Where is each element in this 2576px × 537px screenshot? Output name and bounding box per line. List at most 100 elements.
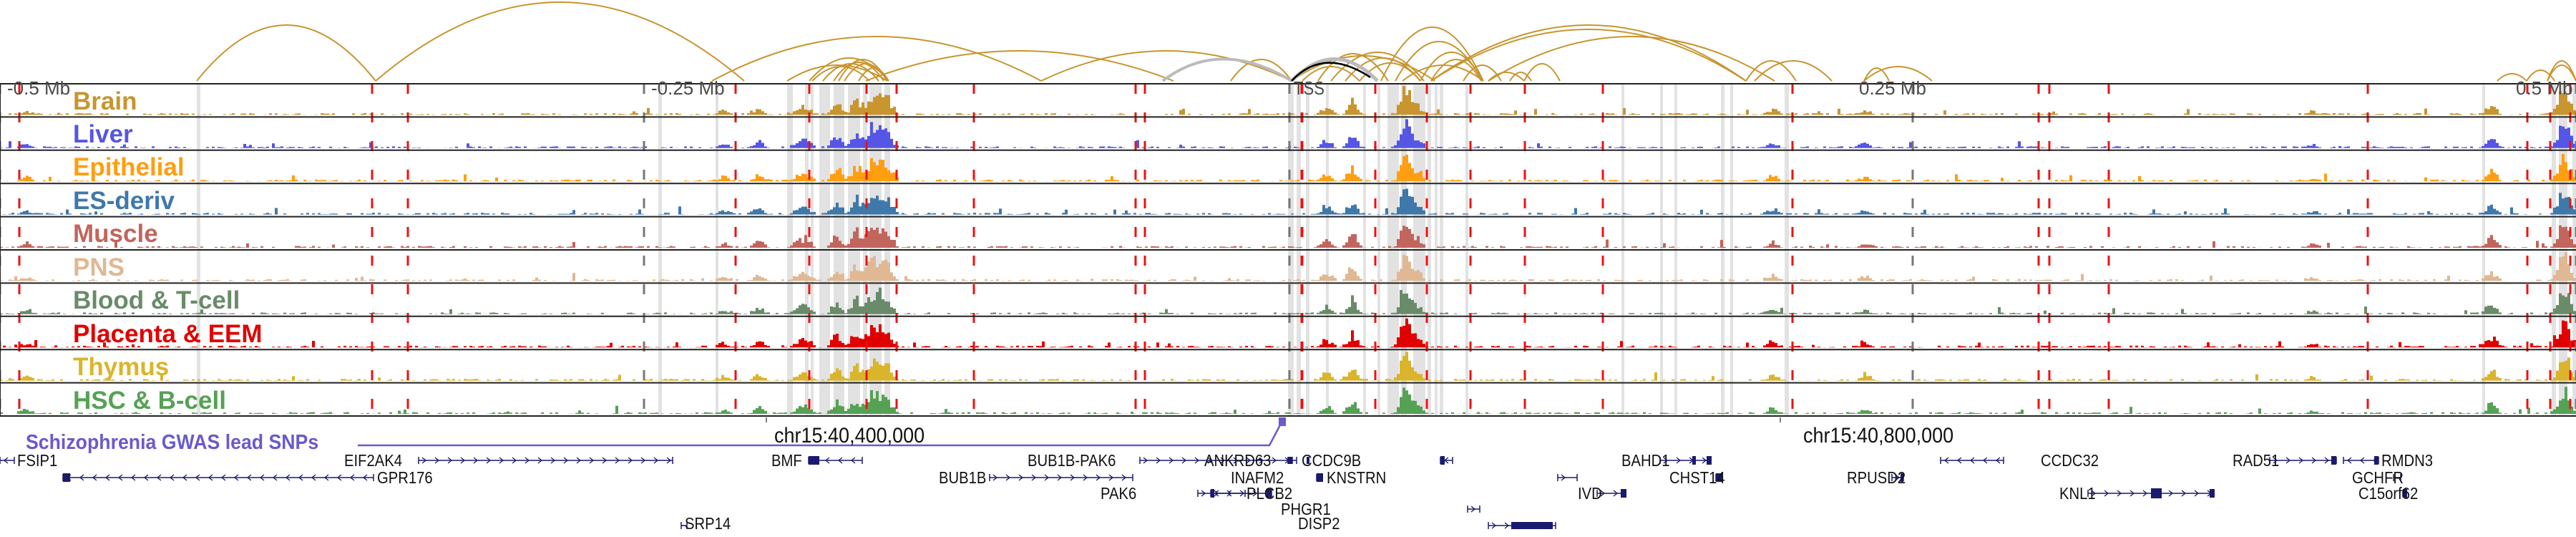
gene-model xyxy=(0,457,15,464)
strand-arrow xyxy=(2117,490,2122,497)
strand-arrow xyxy=(576,457,582,464)
gene-label-bub1b[interactable]: BUB1B xyxy=(939,468,987,487)
strand-arrow xyxy=(259,474,265,481)
interaction-arc xyxy=(1509,72,1532,82)
gene-label-gpr176[interactable]: GPR176 xyxy=(377,468,433,487)
strand-arrow xyxy=(615,457,620,464)
gene-label-knl1[interactable]: KNL1 xyxy=(2059,484,2096,503)
strand-arrow xyxy=(311,474,316,481)
gene-label-bmf[interactable]: BMF xyxy=(771,451,802,470)
ruler-label-40800000: chr15:40,800,000 xyxy=(1803,424,1954,448)
strand-arrow xyxy=(602,457,608,464)
signal-track-muscle xyxy=(0,225,2576,248)
interaction-arc xyxy=(1523,63,1561,82)
strand-arrow xyxy=(2311,457,2317,464)
gene-label-fsip1[interactable]: FSIP1 xyxy=(17,451,58,470)
exon xyxy=(1707,456,1712,465)
strand-arrow xyxy=(1504,522,1510,529)
strand-arrow xyxy=(1676,457,1682,464)
strand-arrow xyxy=(2129,490,2135,497)
strand-arrow xyxy=(628,457,633,464)
gene-label-disp2[interactable]: DISP2 xyxy=(1298,514,1340,533)
track-label-pns: PNS xyxy=(73,253,125,281)
gene-model xyxy=(1596,489,1626,498)
gene-model xyxy=(62,473,374,482)
signal-area xyxy=(0,188,2576,215)
snp-track xyxy=(358,417,1781,447)
strand-arrow xyxy=(1121,474,1127,481)
strand-arrow xyxy=(2346,457,2352,464)
strand-arrow xyxy=(349,474,355,481)
gene-label-phgr1[interactable]: PHGR1 xyxy=(1281,500,1331,518)
gene-label-knstrn[interactable]: KNSTRN xyxy=(1327,468,1387,487)
strand-arrow xyxy=(156,474,162,481)
gene-label-ccdc9b[interactable]: CCDC9B xyxy=(1302,451,1362,470)
exon xyxy=(1267,489,1272,498)
gene-model xyxy=(2087,488,2215,498)
exon xyxy=(1511,522,1553,529)
strand-arrow xyxy=(1561,474,1566,481)
interaction-arc xyxy=(1430,29,1747,82)
exon xyxy=(1692,456,1696,465)
gene-model xyxy=(680,522,688,529)
strand-arrow xyxy=(1083,474,1088,481)
gene-label-bub1b-pak6[interactable]: BUB1B-PAK6 xyxy=(1028,451,1116,470)
gene-model xyxy=(1659,456,1712,465)
strand-arrow xyxy=(2324,457,2330,464)
gene-label-eif2ak4[interactable]: EIF2AK4 xyxy=(344,451,403,470)
exon xyxy=(2210,489,2215,498)
gene-model xyxy=(2343,456,2379,465)
strand-arrow xyxy=(323,474,329,481)
track-label-hsc-b-cell: HSC & B-cell xyxy=(73,387,226,415)
strand-arrow xyxy=(1207,457,1213,464)
strand-arrow xyxy=(2181,490,2187,497)
strand-arrow xyxy=(537,457,543,464)
gene-label-ivd[interactable]: IVD xyxy=(1578,484,1602,503)
scale-label-0.25mb: 0.25 Mb xyxy=(1859,77,1926,99)
exon xyxy=(1317,473,1323,482)
strand-arrow xyxy=(3,457,9,464)
strand-arrow xyxy=(447,457,453,464)
gene-model xyxy=(2269,456,2337,465)
gene-label-rpusd2[interactable]: RPUSD2 xyxy=(1847,468,1906,487)
strand-arrow xyxy=(421,457,427,464)
exon xyxy=(1621,489,1626,498)
strand-arrow xyxy=(246,474,252,481)
interaction-arc xyxy=(2497,73,2527,82)
gene-label-rad51[interactable]: RAD51 xyxy=(2233,451,2280,470)
gene-label-plcb2[interactable]: PLCB2 xyxy=(1246,484,1293,503)
gene-label-bahd1[interactable]: BAHD1 xyxy=(1621,451,1670,470)
strand-arrow xyxy=(2285,457,2291,464)
gene-label-gchfr[interactable]: GCHFR xyxy=(2352,468,2404,487)
gene-label-srp14[interactable]: SRP14 xyxy=(685,514,731,533)
signal-area xyxy=(0,225,2576,248)
gene-model xyxy=(1891,473,1904,482)
strand-arrow xyxy=(1005,474,1011,481)
interaction-arc xyxy=(786,64,888,82)
interaction-arc xyxy=(865,50,1174,82)
gene-label-ankrd63[interactable]: ANKRD63 xyxy=(1204,451,1272,470)
strand-arrow xyxy=(195,474,200,481)
strand-arrow xyxy=(182,474,187,481)
interaction-arc xyxy=(838,59,888,82)
gene-label-inafm2[interactable]: INAFM2 xyxy=(1231,468,1284,487)
strand-arrow xyxy=(1044,474,1050,481)
strand-arrow xyxy=(1491,522,1497,529)
strand-arrow xyxy=(1201,490,1206,497)
gene-label-rmdn3[interactable]: RMDN3 xyxy=(2381,451,2433,470)
signal-track-es-deriv xyxy=(0,188,2576,215)
strand-arrow xyxy=(1057,474,1063,481)
strand-arrow xyxy=(2359,457,2365,464)
strand-arrow xyxy=(1220,457,1226,464)
interaction-arc xyxy=(858,67,889,82)
gene-label-chst14[interactable]: CHST14 xyxy=(1669,468,1725,487)
strand-arrow xyxy=(1246,457,1252,464)
gene-label-ccdc32[interactable]: CCDC32 xyxy=(2041,451,2099,470)
strand-arrow xyxy=(1108,474,1114,481)
gene-label-c15orf62[interactable]: C15orf62 xyxy=(2358,484,2419,503)
gene-label-pak6[interactable]: PAK6 xyxy=(1101,484,1137,503)
strand-arrow xyxy=(824,457,830,464)
strand-arrow xyxy=(653,457,659,464)
interaction-arc xyxy=(833,62,884,82)
strand-arrow xyxy=(117,474,123,481)
